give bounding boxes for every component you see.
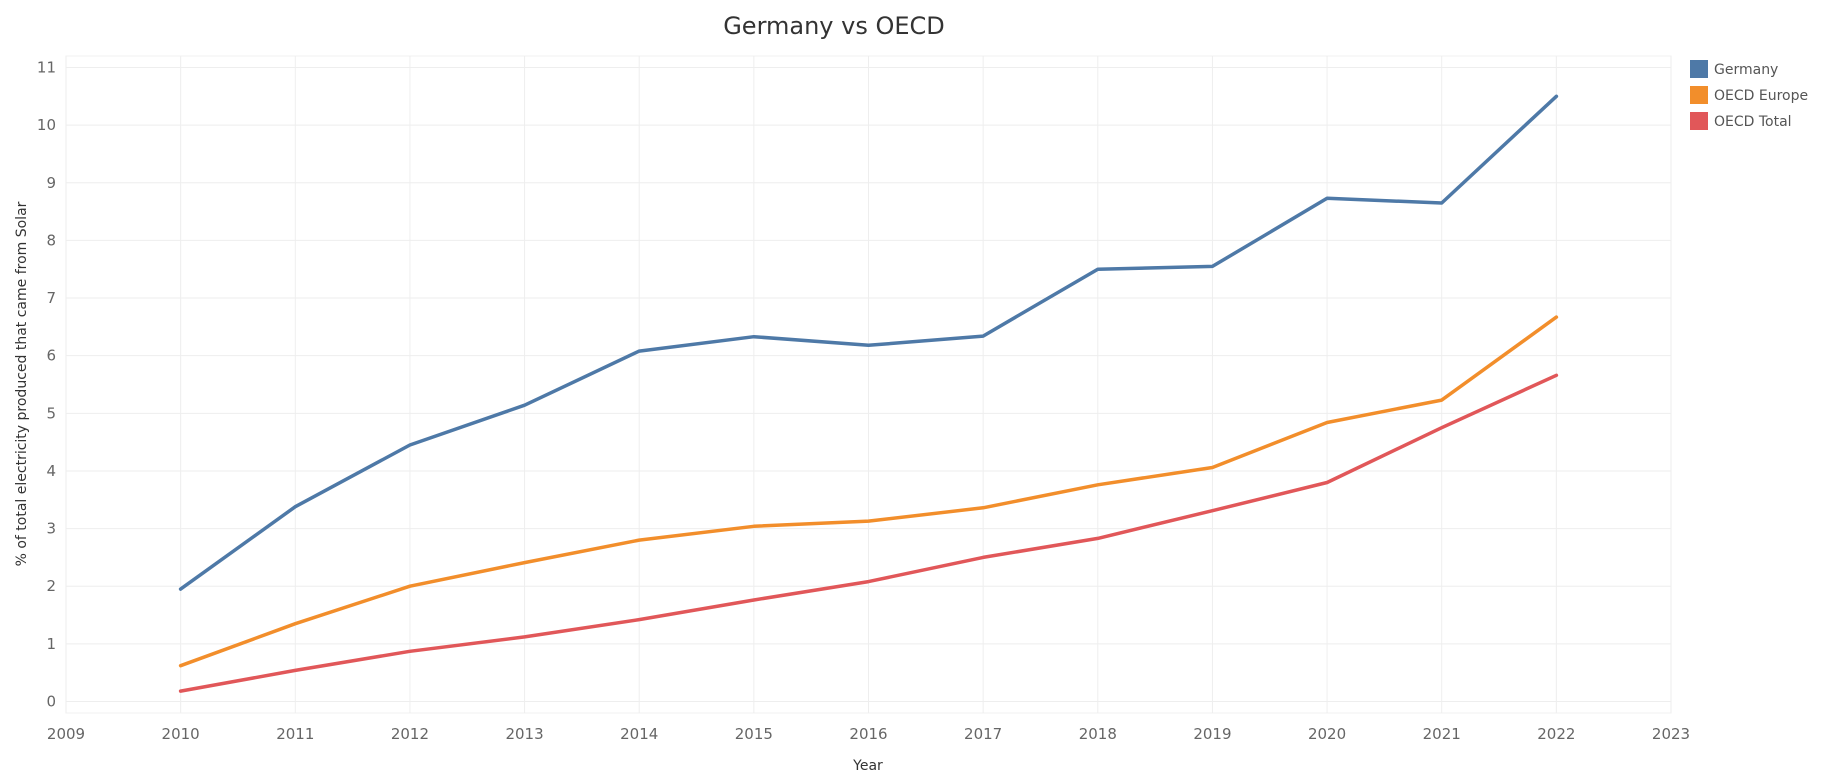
x-tick-label: 2022: [1537, 725, 1575, 743]
y-tick-label: 11: [37, 59, 56, 77]
legend: Germany OECD Europe OECD Total: [1690, 60, 1808, 130]
x-tick-label: 2012: [391, 725, 429, 743]
y-tick-label: 6: [46, 347, 56, 365]
x-tick-label: 2018: [1079, 725, 1117, 743]
y-tick-label: 7: [46, 289, 56, 307]
series-line-germany: [178, 94, 1559, 591]
series-line-oecd-europe: [178, 315, 1559, 668]
y-gridlines: [66, 67, 1671, 702]
x-tick-label: 2021: [1423, 725, 1461, 743]
x-gridlines: [65, 56, 1672, 713]
legend-label: OECD Total: [1714, 114, 1792, 130]
y-tick-label: 0: [46, 692, 56, 710]
series-line-oecd-total: [178, 373, 1559, 693]
legend-swatch: [1690, 112, 1708, 130]
y-tick-label: 2: [46, 577, 56, 595]
y-tick-label: 10: [37, 116, 56, 134]
y-tick-label: 9: [46, 174, 56, 192]
x-tick-label: 2016: [849, 725, 887, 743]
chart-title: Germany vs OECD: [723, 12, 945, 40]
legend-swatch: [1690, 86, 1708, 104]
y-tick-label: 1: [46, 635, 56, 653]
x-tick-label: 2015: [735, 725, 773, 743]
x-tick-label: 2011: [276, 725, 314, 743]
x-tick-label: 2009: [47, 725, 85, 743]
x-tick-label: 2019: [1193, 725, 1231, 743]
legend-swatch: [1690, 60, 1708, 78]
y-tick-label: 5: [46, 404, 56, 422]
legend-label: OECD Europe: [1714, 88, 1808, 104]
y-axis-ticks: 0 1 2 3 4 5 6 7 8 9 10 11: [37, 59, 56, 711]
x-tick-label: 2013: [505, 725, 543, 743]
y-axis-title: % of total electricity produced that cam…: [14, 201, 30, 566]
y-tick-label: 8: [46, 231, 56, 249]
x-tick-label: 2023: [1652, 725, 1690, 743]
x-tick-label: 2014: [620, 725, 658, 743]
x-tick-label: 2010: [162, 725, 200, 743]
x-tick-label: 2017: [964, 725, 1002, 743]
legend-label: Germany: [1714, 62, 1778, 78]
x-axis-title: Year: [852, 758, 883, 774]
x-tick-label: 2020: [1308, 725, 1346, 743]
y-tick-label: 4: [46, 462, 56, 480]
x-axis-ticks: 2009 2010 2011 2012 2013 2014 2015 2016 2017 2018…: [47, 725, 1690, 743]
series-lines: [178, 94, 1559, 693]
y-tick-label: 3: [46, 520, 56, 538]
